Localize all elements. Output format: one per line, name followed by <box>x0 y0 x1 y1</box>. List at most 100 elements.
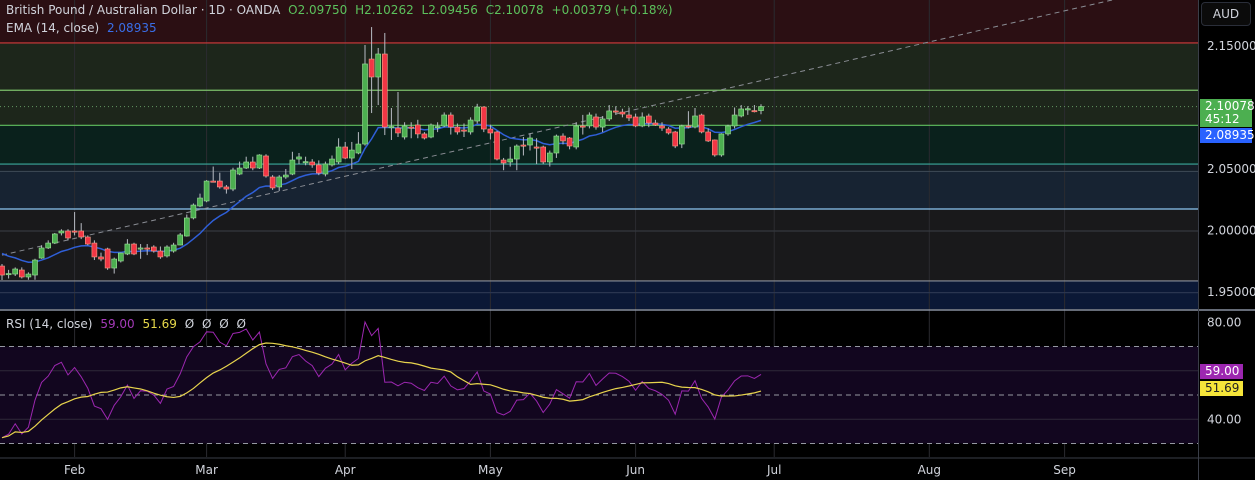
candle-body-up <box>678 125 685 145</box>
candle-body-down <box>414 124 421 135</box>
candle-body-up <box>302 161 309 164</box>
candle <box>645 113 652 128</box>
candle-body-up <box>738 108 745 117</box>
candle <box>467 117 474 135</box>
candle <box>744 106 751 115</box>
candle-body-up <box>513 145 520 160</box>
rsi-extra-value: Ø <box>219 317 229 331</box>
candle-body-up <box>118 252 124 262</box>
candle-body-up <box>467 119 474 133</box>
candle-body-up <box>230 169 236 190</box>
candle <box>639 112 646 128</box>
candle-body-up <box>718 133 725 156</box>
time-tick-label: Feb <box>64 463 85 477</box>
candle <box>652 119 659 126</box>
candle <box>401 122 408 140</box>
candle <box>599 116 606 133</box>
candle <box>342 141 349 160</box>
candle <box>540 145 547 165</box>
candle <box>296 153 302 165</box>
candle-body-up <box>348 149 355 159</box>
rsi-label: RSI (14, close) <box>6 317 93 331</box>
price-tick-label: 2.15000 <box>1207 39 1255 53</box>
ohlc-low: L2.09456 <box>421 3 478 17</box>
candle <box>256 154 263 169</box>
candle-body-down <box>65 230 71 239</box>
price-tick-label: 1.95000 <box>1207 285 1255 299</box>
price-band <box>0 42 1198 126</box>
rsi-extra-value: Ø <box>184 317 195 331</box>
candles <box>0 27 764 280</box>
candle <box>282 169 289 179</box>
price-band <box>0 164 1198 172</box>
candle <box>612 106 619 115</box>
candle-body-down <box>151 246 157 252</box>
candle-body-up <box>527 137 533 146</box>
candle <box>98 252 104 262</box>
symbol-legend[interactable]: British Pound / Australian Dollar · 1D ·… <box>6 3 677 17</box>
horizontal-levels[interactable] <box>0 42 1198 294</box>
candle <box>329 155 335 167</box>
candle <box>5 269 12 279</box>
candle-body-down <box>223 186 230 190</box>
candle-body-down <box>315 164 322 174</box>
candle <box>659 122 665 131</box>
candle <box>32 258 38 280</box>
bar-countdown: 45:12 <box>1205 112 1240 126</box>
candle-body-down <box>91 242 98 258</box>
candle <box>58 229 65 236</box>
candle <box>18 267 25 279</box>
candle-body-up <box>586 114 593 127</box>
candle-body-down <box>685 125 692 128</box>
candle <box>560 133 566 145</box>
candle-body-up <box>546 152 553 163</box>
candle-body-up <box>51 233 58 244</box>
candle-body-down <box>487 128 494 134</box>
candle <box>692 107 698 129</box>
currency-button[interactable]: AUD <box>1201 2 1251 26</box>
candle-body-down <box>342 146 349 159</box>
candle-body-up <box>38 247 45 259</box>
price-band <box>0 0 1198 43</box>
candle-body-up <box>507 158 514 163</box>
candle <box>203 180 210 203</box>
candle <box>111 257 117 274</box>
candle-body-up <box>190 204 197 219</box>
price-band <box>0 208 1198 281</box>
candle <box>738 105 745 118</box>
candle-body-up <box>428 124 434 138</box>
rsi-ma-value: 51.69 <box>142 317 177 331</box>
candle-body-up <box>296 156 302 160</box>
candle <box>678 124 685 149</box>
candle <box>507 146 514 167</box>
candle-body-down <box>698 114 705 133</box>
candle <box>553 134 560 158</box>
candle-body-down <box>632 116 639 127</box>
candle <box>718 133 725 157</box>
candle <box>348 141 355 169</box>
candle <box>520 137 527 156</box>
candle-body-down <box>579 125 586 128</box>
candle-body-down <box>131 243 137 255</box>
candle <box>289 151 296 176</box>
candle <box>335 138 342 165</box>
price-band <box>0 125 1198 165</box>
candle-body-down <box>652 122 659 126</box>
candle <box>25 272 32 280</box>
candle-body-down <box>104 248 111 269</box>
candle <box>269 175 276 190</box>
candle <box>731 107 738 129</box>
candle-body-down <box>381 53 388 128</box>
rsi-legend[interactable]: RSI (14, close) 59.00 51.69 Ø Ø Ø Ø <box>6 317 250 331</box>
candle-body-up <box>692 115 698 128</box>
candle-body-down <box>645 115 652 124</box>
candle-body-up <box>362 63 368 145</box>
ema-legend[interactable]: EMA (14, close) 2.08935 <box>6 21 161 35</box>
candle <box>190 203 197 220</box>
candle-body-down <box>85 236 91 245</box>
candle-body-up <box>335 146 342 163</box>
candle-body-up <box>573 125 580 148</box>
